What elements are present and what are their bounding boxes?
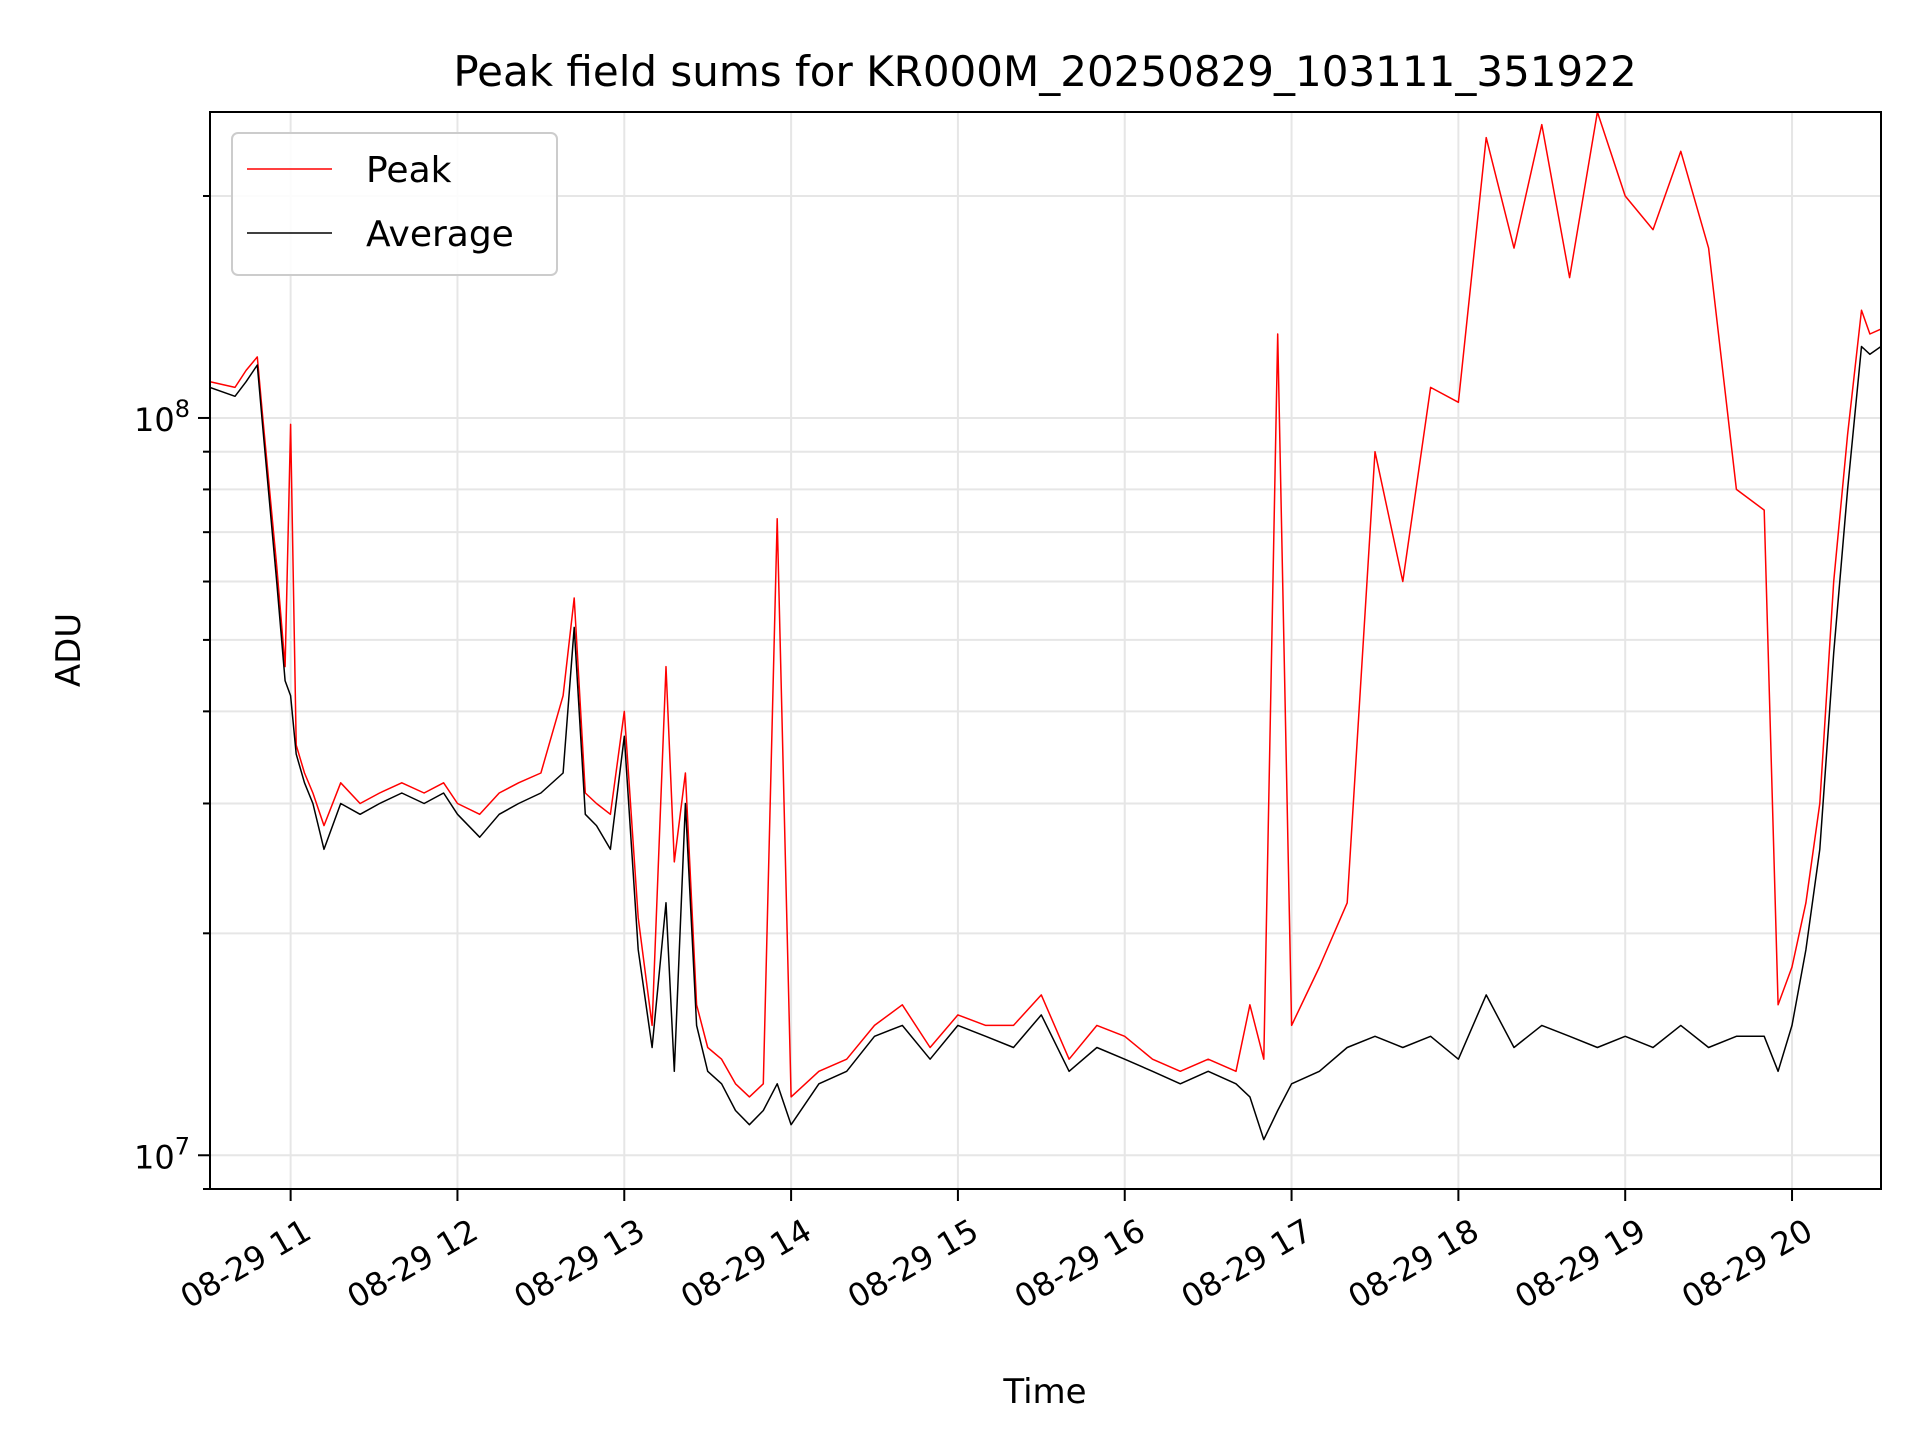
y-tick-label: 108: [134, 395, 190, 439]
axes-frame: [209, 111, 1882, 1190]
series-line-average: [210, 345, 1881, 1141]
series-line-peak: [210, 112, 1881, 1098]
legend-label-average: Average: [366, 214, 514, 255]
legend-label-peak: Peak: [366, 150, 452, 191]
plot-area: [210, 112, 1881, 1141]
y-tick-label: 107: [134, 1132, 190, 1176]
x-axis-label: Time: [1002, 1372, 1086, 1412]
chart-title: Peak field sums for KR000M_20250829_1031…: [453, 47, 1636, 96]
legend: Peak Average: [231, 132, 558, 276]
y-axis: 107 108: [134, 195, 210, 1190]
y-axis-label: ADU: [49, 613, 89, 687]
